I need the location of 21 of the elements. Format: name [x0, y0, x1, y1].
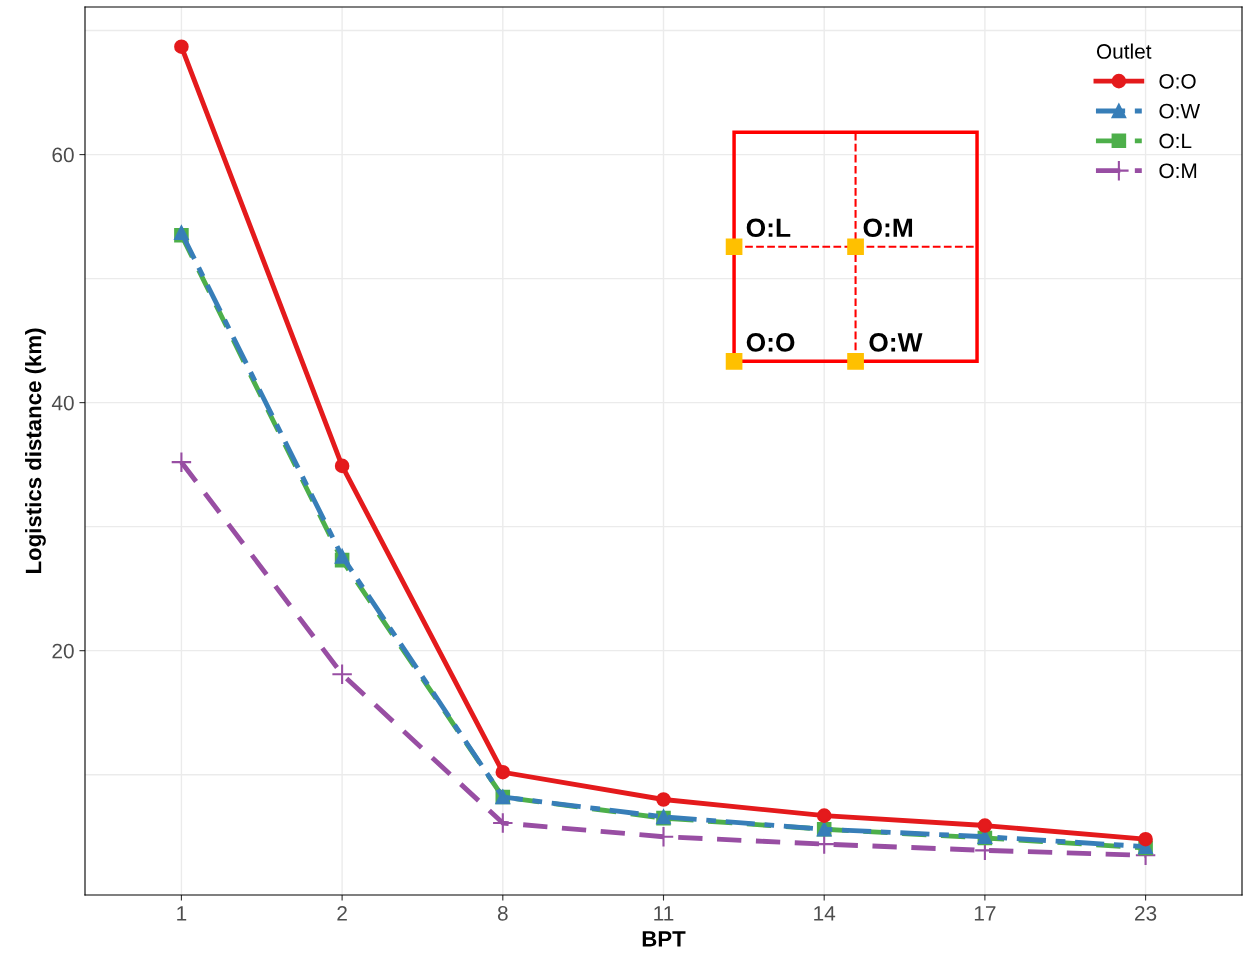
legend-label: O:W — [1159, 103, 1201, 119]
y-axis-title: Logistics distance (km) — [25, 328, 46, 573]
x-tick-label: 2 — [337, 905, 347, 921]
x-tick-label: 11 — [654, 906, 674, 921]
legend-title: Outlet — [1096, 43, 1152, 59]
legend-label: O:M — [1159, 163, 1197, 179]
x-tick-label: 17 — [974, 906, 996, 921]
annotation: O:L — [746, 218, 791, 238]
x-tick-label: 23 — [1135, 905, 1157, 921]
x-tick-label: 8 — [497, 905, 508, 921]
y-tick-label: 20 — [52, 643, 74, 659]
annotation: O:O — [746, 332, 795, 352]
legend-label: O:L — [1159, 133, 1192, 149]
y-tick-label: 60 — [52, 147, 74, 163]
y-tick-label: 40 — [51, 395, 74, 411]
x-tick-label: 1 — [177, 906, 187, 921]
annotation: O:M — [863, 218, 913, 238]
x-tick-label: 14 — [814, 906, 836, 921]
legend-label: O:O — [1159, 73, 1196, 89]
x-axis-title: BPT — [642, 931, 686, 947]
annotation: O:W — [869, 332, 923, 352]
